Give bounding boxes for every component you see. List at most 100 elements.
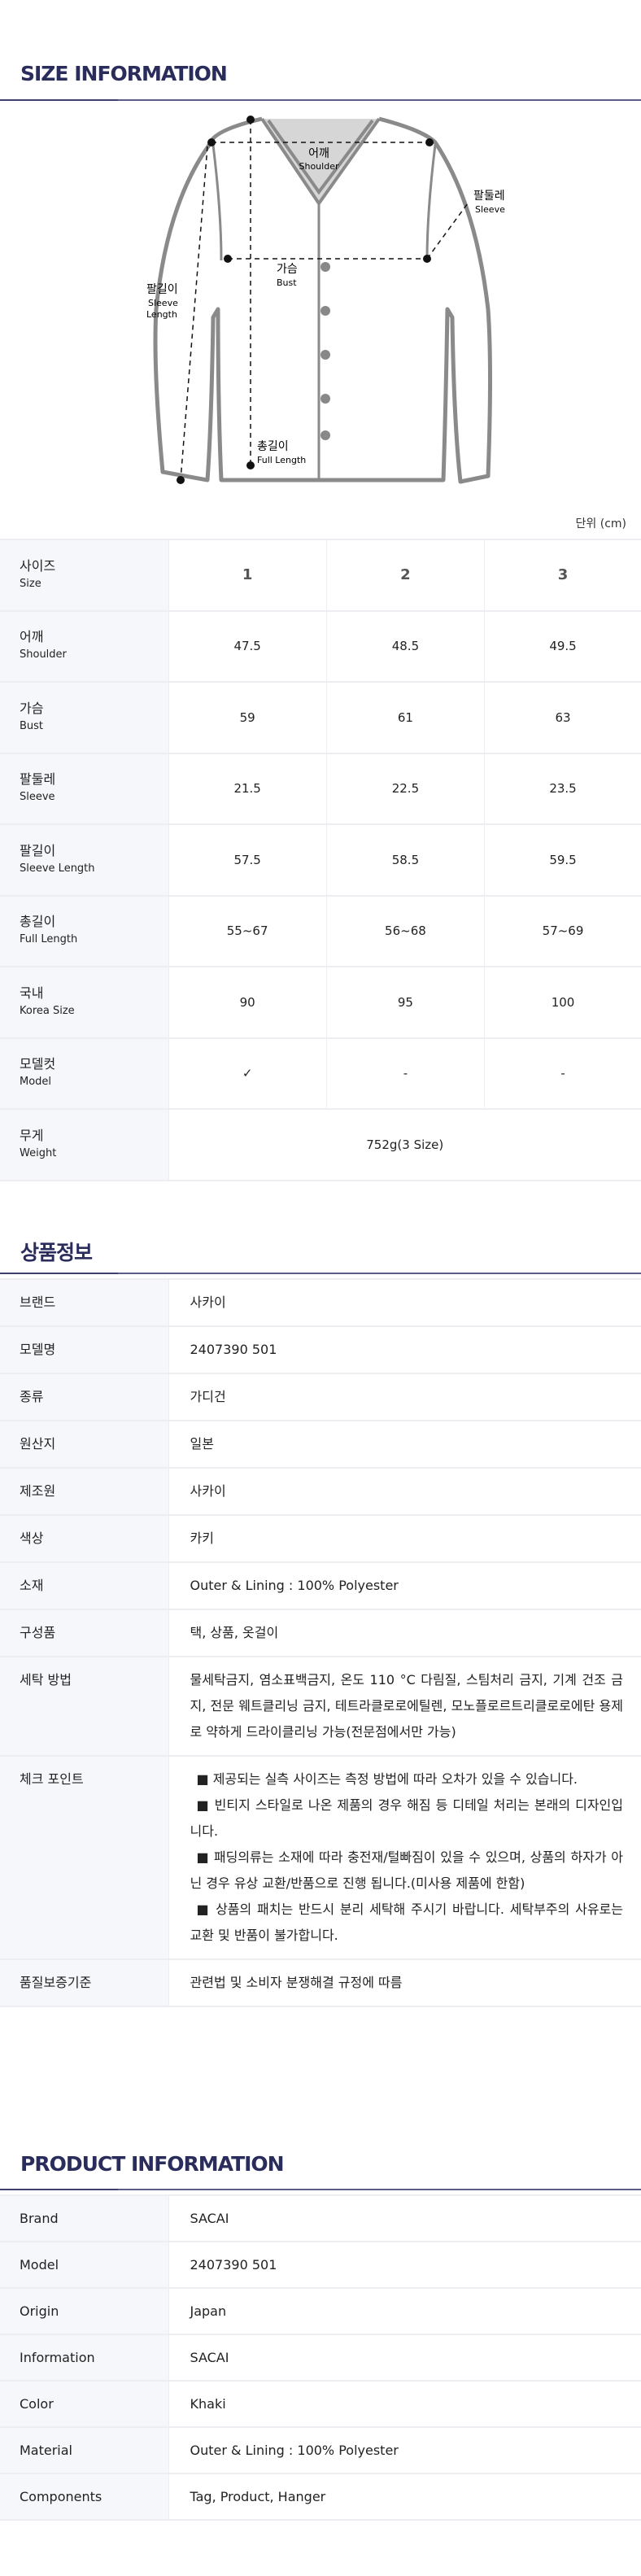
info-value: SACAI xyxy=(168,2334,641,2381)
product-info-ko-divider xyxy=(0,1273,641,1274)
info-label: 세탁 방법 xyxy=(0,1656,168,1756)
size-cell: 3 xyxy=(484,539,641,611)
info-label: 모델명 xyxy=(0,1325,168,1373)
check-point-row: 체크 포인트 ■ 제공되는 실측 사이즈는 측정 방법에 따라 오차가 있을 수 … xyxy=(0,1755,641,1959)
label-ko: 팔길이 xyxy=(20,842,56,858)
info-row: 브랜드 사카이 xyxy=(0,1278,641,1326)
label-ko: 총길이 xyxy=(20,914,56,930)
label-ko: 무게 xyxy=(20,1127,44,1143)
label-ko: 국내 xyxy=(20,985,44,1001)
size-row-label: 어깨 Shoulder xyxy=(0,609,168,682)
info-label: Origin xyxy=(0,2287,168,2334)
label-en: Full Length xyxy=(20,933,78,946)
size-cell: 57.5 xyxy=(168,823,327,896)
size-cell: 59.5 xyxy=(484,823,641,896)
size-cell: 23.5 xyxy=(484,752,641,824)
label-en: Shoulder xyxy=(20,648,67,661)
label-sleeve-ko: 팔둘레 xyxy=(473,190,505,203)
label-en: Sleeve Length xyxy=(20,862,95,875)
info-label: 체크 포인트 xyxy=(0,1755,168,1959)
info-value: SACAI xyxy=(168,2194,641,2242)
cardigan-size-diagram: 어깨 Shoulder 팔둘레 Sleeve 가슴 Bust 팔길이 Sleev… xyxy=(146,116,505,484)
info-value: Khaki xyxy=(168,2380,641,2427)
size-cell: - xyxy=(325,1037,485,1109)
product-info-en-title: PRODUCT INFORMATION xyxy=(20,2152,285,2176)
info-label: Components xyxy=(0,2473,168,2520)
size-cell: 56~68 xyxy=(325,894,485,967)
info-row: 구성품 택, 상품, 옷걸이 xyxy=(0,1609,641,1657)
label-sleeve-length-en2: Length xyxy=(146,309,177,320)
label-sleeve-length-ko: 팔길이 xyxy=(146,283,178,296)
size-cell: 95 xyxy=(325,966,485,1038)
info-value: 사카이 xyxy=(168,1278,641,1326)
info-row: Brand SACAI xyxy=(0,2194,641,2242)
label-ko: 어깨 xyxy=(20,629,44,645)
size-info-divider xyxy=(0,99,641,101)
size-row: 팔둘레 Sleeve 21.5 22.5 23.5 xyxy=(0,752,641,824)
size-row: 팔길이 Sleeve Length 57.5 58.5 59.5 xyxy=(0,823,641,896)
size-cell: - xyxy=(484,1037,641,1109)
info-label: 원산지 xyxy=(0,1420,168,1468)
info-row: Origin Japan xyxy=(0,2287,641,2334)
unit-label: 단위 (cm) xyxy=(575,517,626,530)
size-cell: 49.5 xyxy=(484,609,641,682)
check-point-item: ■ 패딩의류는 소재에 따라 충전재/털빠짐이 있을 수 있으며, 상품의 하자… xyxy=(190,1849,624,1891)
info-value: 일본 xyxy=(168,1420,641,1468)
product-info-en-table: Brand SACAI Model 2407390 501 Origin Japan Inf… xyxy=(0,2194,641,2521)
size-cell: 1 xyxy=(168,539,327,611)
info-label: Information xyxy=(0,2334,168,2381)
info-label: 품질보증기준 xyxy=(0,1958,168,2006)
size-row-label: 총길이 Full Length xyxy=(0,894,168,967)
label-bust-ko: 가슴 xyxy=(277,263,298,276)
info-label: 제조원 xyxy=(0,1467,168,1515)
size-cell: 59 xyxy=(168,681,327,753)
info-row: 소재 Outer & Lining : 100% Polyester xyxy=(0,1561,641,1609)
label-ko: 팔둘레 xyxy=(20,771,56,788)
info-label: 소재 xyxy=(0,1561,168,1609)
size-info-title: SIZE INFORMATION xyxy=(20,62,228,85)
size-cell: 61 xyxy=(325,681,485,753)
label-shoulder-ko: 어깨 xyxy=(308,147,329,160)
info-value: 물세탁금지, 염소표백금지, 온도 110 °C 다림질, 스팀처리 금지, 기… xyxy=(168,1656,641,1756)
size-cell: 55~67 xyxy=(168,894,327,967)
info-row: 색상 카키 xyxy=(0,1514,641,1562)
size-cell: 48.5 xyxy=(325,609,485,682)
info-value: 2407390 501 xyxy=(168,1325,641,1373)
size-cell: 21.5 xyxy=(168,752,327,824)
label-bust-en: Bust xyxy=(277,277,297,288)
info-row: Material Outer & Lining : 100% Polyester xyxy=(0,2426,641,2473)
size-row: 총길이 Full Length 55~67 56~68 57~69 xyxy=(0,894,641,967)
size-row-label: 국내 Korea Size xyxy=(0,966,168,1038)
info-label: Material xyxy=(0,2426,168,2473)
label-en: Size xyxy=(20,577,41,590)
info-label: 브랜드 xyxy=(0,1278,168,1326)
info-row: 품질보증기준 관련법 및 소비자 분쟁해결 규정에 따름 xyxy=(0,1958,641,2006)
info-value: 택, 상품, 옷걸이 xyxy=(168,1609,641,1657)
info-label: Color xyxy=(0,2380,168,2427)
info-value: 관련법 및 소비자 분쟁해결 규정에 따름 xyxy=(168,1958,641,2006)
size-cell: 2 xyxy=(325,539,485,611)
info-row: 모델명 2407390 501 xyxy=(0,1325,641,1373)
product-info-en-divider xyxy=(0,2189,641,2190)
size-cell: 100 xyxy=(484,966,641,1038)
label-full-length-en: Full Length xyxy=(257,455,306,465)
label-ko: 모델컷 xyxy=(20,1056,56,1072)
weight-row: 무게 Weight 752g(3 Size) xyxy=(0,1108,641,1181)
label-en: Sleeve xyxy=(20,791,55,804)
size-table: 사이즈 Size 1 2 3 어깨 Shoulder 47.5 48.5 49.5 가슴 Bust 59… xyxy=(0,539,641,1181)
size-row: 어깨 Shoulder 47.5 48.5 49.5 xyxy=(0,609,641,682)
info-value: Japan xyxy=(168,2287,641,2334)
product-info-ko-title: 상품정보 xyxy=(20,1241,93,1264)
weight-label: 무게 Weight xyxy=(0,1108,168,1181)
info-row: 원산지 일본 xyxy=(0,1420,641,1468)
label-ko: 사이즈 xyxy=(20,557,56,574)
info-label: Brand xyxy=(0,2194,168,2242)
info-label: 종류 xyxy=(0,1373,168,1421)
size-row: 국내 Korea Size 90 95 100 xyxy=(0,966,641,1038)
info-row: 종류 가디건 xyxy=(0,1373,641,1421)
label-shoulder-en: Shoulder xyxy=(299,161,339,172)
info-row: Color Khaki xyxy=(0,2380,641,2427)
size-row-label: 모델컷 Model xyxy=(0,1037,168,1109)
check-point-list: ■ 제공되는 실측 사이즈는 측정 방법에 따라 오차가 있을 수 있습니다. ■… xyxy=(168,1755,641,1959)
size-cell: 63 xyxy=(484,681,641,753)
